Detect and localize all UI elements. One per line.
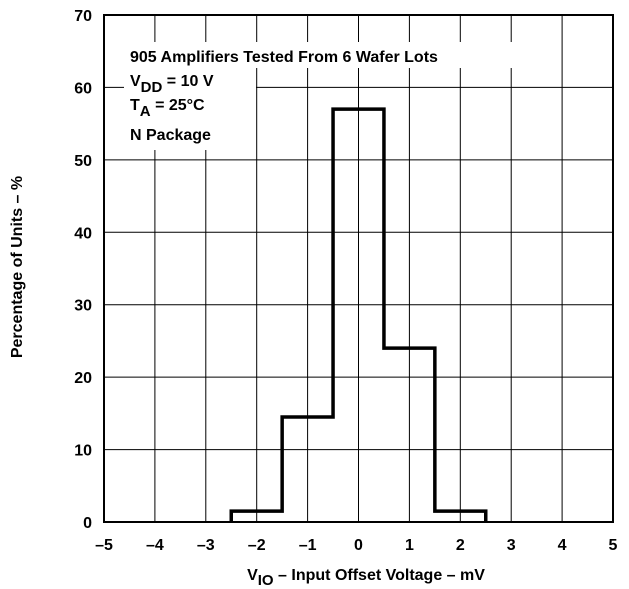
ta-value: = 25°C xyxy=(151,97,205,114)
vdd-symbol: V xyxy=(130,73,141,90)
x-tick-label: 4 xyxy=(558,537,567,554)
x-axis-title-text: – Input Offset Voltage – mV xyxy=(274,567,486,584)
vdd-value: = 10 V xyxy=(162,73,213,90)
annotation-line-2: VDD = 10 V xyxy=(130,73,214,96)
y-tick-label: 30 xyxy=(74,298,92,315)
x-tick-label: 5 xyxy=(609,537,618,554)
ta-subscript: A xyxy=(140,103,151,120)
x-tick-label: 0 xyxy=(354,537,363,554)
plot-frame xyxy=(103,14,614,523)
x-tick-label: 3 xyxy=(507,537,516,554)
y-tick-label: 50 xyxy=(74,153,92,170)
x-tick-label: –2 xyxy=(248,537,266,554)
ta-symbol: T xyxy=(130,97,140,114)
x-tick-label: –3 xyxy=(197,537,215,554)
x-axis-title: VIO – Input Offset Voltage – mV xyxy=(247,567,485,589)
y-tick-label: 70 xyxy=(74,8,92,25)
x-axis-title-symbol: V xyxy=(247,567,258,584)
vdd-subscript: DD xyxy=(141,79,163,96)
x-tick-label: 1 xyxy=(405,537,414,554)
x-tick-label: –5 xyxy=(95,537,113,554)
histogram-outline xyxy=(229,107,488,522)
y-tick-label: 60 xyxy=(74,80,92,97)
y-axis-title: Percentage of Units – % xyxy=(9,176,26,358)
x-tick-label: –1 xyxy=(299,537,317,554)
y-tick-label: 10 xyxy=(74,443,92,460)
grid-lines xyxy=(104,15,613,522)
x-axis-title-subscript: IO xyxy=(258,572,274,589)
x-tick-label: 2 xyxy=(456,537,465,554)
annotation-line-1: 905 Amplifiers Tested From 6 Wafer Lots xyxy=(130,49,438,66)
y-tick-label: 40 xyxy=(74,225,92,242)
annotation-background xyxy=(124,42,256,150)
y-tick-label: 20 xyxy=(74,370,92,387)
x-tick-label: –4 xyxy=(146,537,164,554)
annotation-line-3: TA = 25°C xyxy=(130,97,205,120)
y-tick-label: 0 xyxy=(83,515,92,532)
annotation-line-4: N Package xyxy=(130,127,211,144)
